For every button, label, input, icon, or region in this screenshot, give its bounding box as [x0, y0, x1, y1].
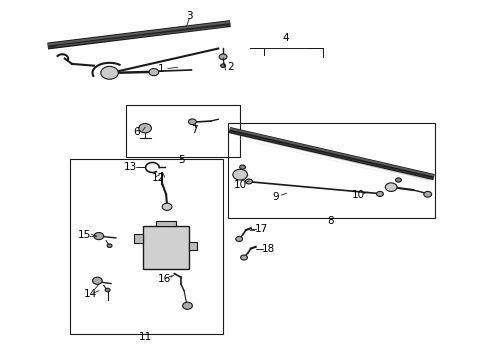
Bar — [189, 242, 196, 249]
Text: 4: 4 — [282, 33, 289, 43]
Circle shape — [94, 233, 104, 240]
Text: 13: 13 — [124, 162, 137, 172]
Text: 2: 2 — [227, 63, 234, 72]
Circle shape — [241, 255, 247, 260]
Circle shape — [236, 237, 243, 242]
Text: 3: 3 — [186, 11, 192, 21]
Text: 11: 11 — [139, 332, 152, 342]
Circle shape — [395, 178, 401, 182]
Circle shape — [162, 203, 172, 210]
Text: 6: 6 — [133, 127, 140, 137]
Bar — [156, 221, 176, 226]
Bar — [125, 105, 240, 157]
Circle shape — [189, 119, 196, 125]
Bar — [228, 123, 435, 217]
Bar — [143, 226, 189, 269]
Text: 9: 9 — [272, 192, 279, 202]
Text: 18: 18 — [262, 244, 275, 253]
Text: 5: 5 — [178, 156, 185, 165]
Bar — [70, 158, 223, 334]
Text: 16: 16 — [158, 274, 171, 284]
Text: 10: 10 — [234, 180, 246, 190]
Text: 14: 14 — [83, 289, 97, 298]
Circle shape — [107, 244, 112, 248]
Circle shape — [139, 123, 151, 133]
Text: 12: 12 — [151, 173, 165, 183]
Circle shape — [240, 165, 245, 169]
Circle shape — [93, 277, 102, 284]
Text: 10: 10 — [351, 190, 365, 201]
Circle shape — [183, 302, 193, 309]
Circle shape — [424, 192, 432, 197]
Circle shape — [220, 64, 225, 67]
Circle shape — [385, 183, 397, 192]
Circle shape — [245, 179, 252, 184]
Bar — [134, 234, 143, 243]
Circle shape — [376, 192, 383, 197]
Circle shape — [219, 54, 227, 60]
Text: 15: 15 — [77, 230, 91, 240]
Text: 17: 17 — [255, 224, 268, 234]
Text: 1: 1 — [158, 64, 165, 73]
Circle shape — [101, 66, 118, 79]
Text: 8: 8 — [327, 216, 334, 226]
Text: 7: 7 — [192, 125, 198, 135]
Circle shape — [105, 288, 110, 292]
Circle shape — [149, 68, 159, 76]
Circle shape — [233, 169, 247, 180]
